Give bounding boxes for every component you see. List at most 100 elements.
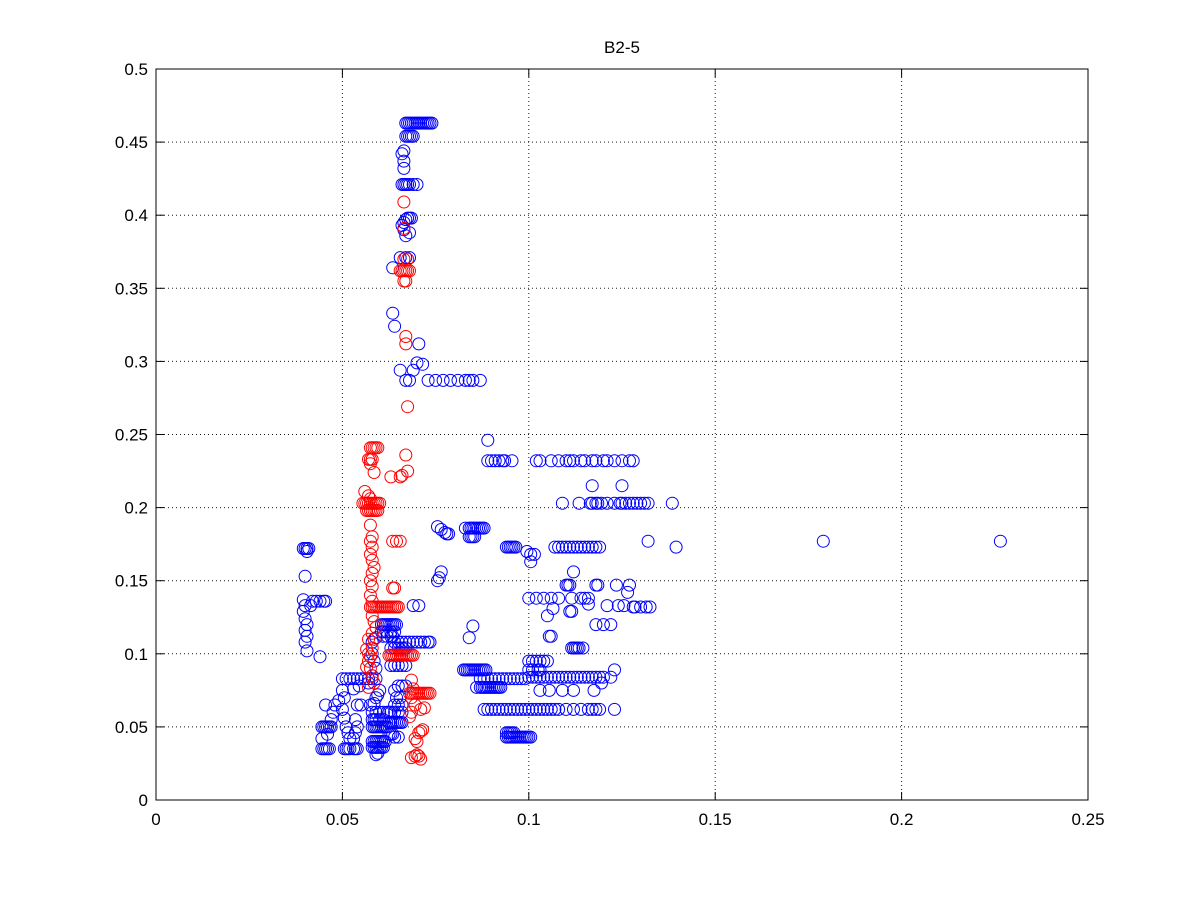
data-point (533, 454, 547, 468)
data-point (371, 746, 385, 760)
data-point (555, 496, 569, 510)
data-point (542, 629, 556, 643)
data-point (563, 454, 577, 468)
data-point (367, 561, 381, 574)
data-point (581, 702, 595, 716)
data-point (406, 599, 420, 613)
data-point (608, 663, 621, 677)
data-point (319, 594, 333, 608)
data-point (434, 565, 448, 579)
data-point (572, 496, 586, 510)
data-point (595, 496, 608, 510)
data-point (406, 363, 420, 377)
data-point (567, 454, 580, 468)
data-point (993, 534, 1007, 548)
x-tick-label: 0.05 (326, 810, 359, 829)
data-point (492, 702, 506, 716)
data-point (384, 705, 398, 719)
data-point (540, 670, 554, 684)
y-tick-label: 0.3 (124, 352, 148, 371)
data-point (563, 670, 577, 684)
data-point (511, 672, 525, 686)
data-point (533, 654, 547, 668)
data-point (578, 670, 592, 684)
data-point (637, 496, 651, 510)
data-point (548, 702, 562, 716)
data-point (388, 581, 402, 595)
data-point (412, 599, 426, 613)
data-point (589, 618, 603, 632)
data-point (522, 670, 536, 684)
data-point (544, 454, 558, 468)
data-point (395, 705, 409, 719)
data-point (591, 578, 605, 592)
data-point (362, 680, 375, 694)
data-point (604, 618, 618, 632)
data-point (477, 521, 491, 535)
data-point (574, 540, 588, 554)
data-point (371, 441, 385, 455)
data-point (559, 540, 573, 554)
data-point (529, 670, 543, 684)
data-point (309, 594, 323, 608)
data-point (488, 454, 502, 468)
data-point (559, 670, 573, 684)
data-point (388, 730, 402, 744)
data-point (362, 654, 375, 668)
data-point (518, 702, 532, 716)
data-point (384, 470, 398, 484)
data-point (615, 454, 629, 468)
data-point (466, 619, 480, 633)
data-point (322, 742, 336, 756)
data-point (421, 373, 435, 387)
y-tick-label: 0.4 (124, 206, 148, 225)
data-point (555, 683, 569, 697)
data-point (626, 454, 640, 468)
data-point (367, 697, 381, 710)
data-point (404, 705, 418, 719)
y-tick-label: 0.15 (115, 572, 148, 591)
data-point (581, 597, 595, 611)
data-point (570, 670, 584, 684)
data-point (414, 752, 428, 766)
data-point (363, 574, 377, 588)
data-point (399, 229, 413, 243)
data-point (319, 698, 333, 712)
data-point (321, 727, 334, 741)
data-point (585, 702, 599, 716)
data-point (552, 591, 566, 605)
data-point (410, 635, 424, 649)
data-point (399, 337, 413, 351)
data-point (641, 534, 655, 548)
data-point (619, 496, 633, 510)
data-point (414, 724, 428, 738)
data-point (404, 211, 418, 225)
data-point (485, 454, 498, 468)
data-point (499, 702, 513, 716)
data-point (300, 545, 314, 558)
data-point (403, 251, 416, 265)
y-tick-label: 0.45 (115, 133, 148, 152)
data-point (544, 670, 558, 684)
data-point (406, 178, 420, 191)
data-point (608, 702, 621, 716)
data-point (365, 553, 379, 567)
data-point (391, 679, 405, 693)
data-point (354, 698, 368, 712)
data-point (596, 454, 610, 468)
data-point (363, 457, 377, 471)
data-point (593, 670, 607, 684)
data-point (609, 578, 623, 592)
data-point (567, 565, 580, 579)
data-point (576, 641, 590, 655)
data-point (526, 670, 539, 684)
data-point (507, 672, 521, 686)
data-point (529, 654, 543, 668)
data-point (552, 454, 566, 468)
data-point (362, 632, 375, 646)
data-point (496, 672, 510, 686)
data-point (347, 682, 361, 696)
data-point (410, 178, 424, 191)
